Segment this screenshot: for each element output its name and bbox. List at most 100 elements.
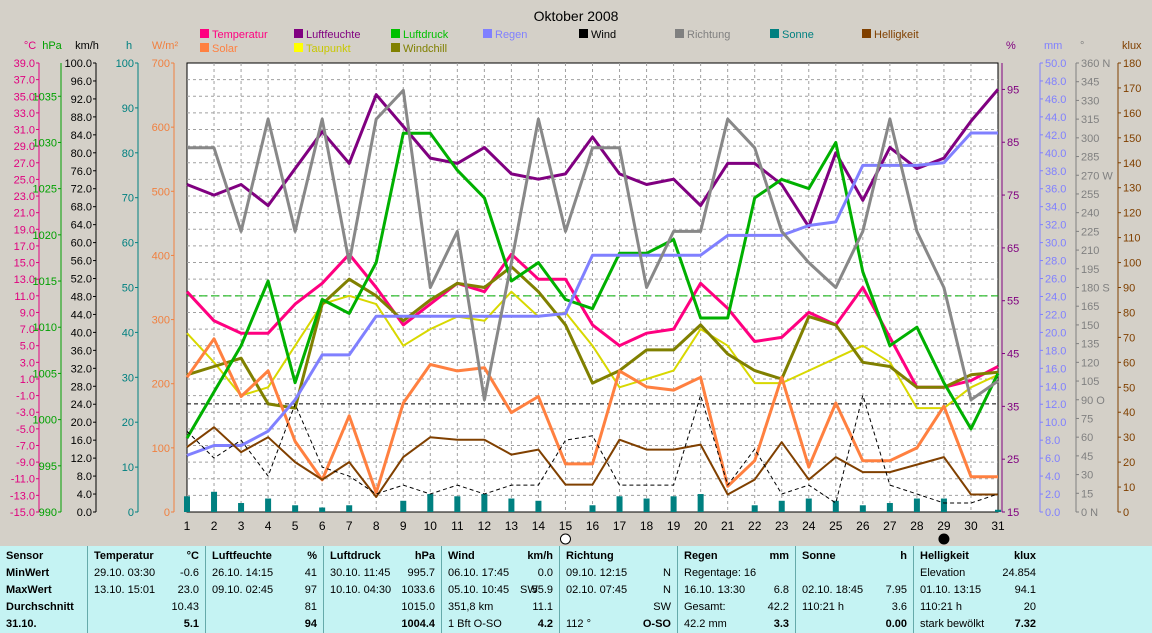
axis-tick-label-left: 60 — [122, 238, 134, 250]
wind-max-direction: SW — [520, 584, 538, 596]
x-tick-label: 15 — [559, 519, 573, 533]
sonne-header: Sonne — [802, 550, 836, 562]
axis-tick-label-right: 0 — [1123, 507, 1129, 519]
wind-header: Wind — [448, 550, 475, 562]
legend-label-wind: Wind — [591, 29, 616, 41]
axis-tick-label-right: 34.0 — [1045, 202, 1066, 214]
axis-tick-label-right: 330 — [1081, 95, 1099, 107]
axis-tick-label-left: -7.0 — [16, 440, 35, 452]
axis-tick-label-left: 11.0 — [14, 291, 35, 303]
axis-tick-label-left: 72.0 — [71, 184, 92, 196]
axis-tick-label-left: 1010 — [33, 322, 57, 334]
axis-tick-label-left: 1005 — [33, 368, 57, 380]
axis-tick-label-right: 105 — [1081, 376, 1099, 388]
regen-max-time: 16.10. 13:30 — [684, 584, 746, 596]
stats-regen-column: Regen mm Regentage: 16 16.10. 13:30 6.8 Ge… — [678, 546, 796, 633]
axis-tick-label-left: 80.0 — [71, 148, 92, 160]
axis-tick-label-right: 45 — [1007, 349, 1019, 361]
stats-luftfeuchte-column: Luftfeuchte% 26.10. 14:15 41 09.10. 02:45… — [206, 546, 324, 633]
series-line-helligkeit — [186, 426, 998, 498]
axis-tick-label-left: 29.0 — [14, 141, 35, 153]
axis-tick-label-left: 3.0 — [20, 357, 35, 369]
x-tick-label: 28 — [910, 519, 924, 533]
axis-tick-label-right: 10 — [1123, 482, 1135, 494]
axis-tick-label-right: 14.0 — [1045, 381, 1066, 393]
axis-tick-label-right: 0.0 — [1045, 507, 1060, 519]
sonne-bar — [751, 505, 758, 512]
chart-svg: Oktober 2008 Temperatur Solar Luftfeuchte Ta… — [10, 8, 1142, 545]
axis-tick-label-right: 46.0 — [1045, 94, 1066, 106]
axis-tick-label-left: 44.0 — [71, 309, 92, 321]
axis-tick-label-right: 225 — [1081, 226, 1099, 238]
axis-tick-label-right: 32.0 — [1045, 220, 1066, 232]
x-tick-label: 26 — [856, 519, 870, 533]
axis-tick-label-right: 75 — [1081, 413, 1093, 425]
axis-tick-label-right: 42.0 — [1045, 130, 1066, 142]
luftdruck-min-time: 30.10. 11:45 — [330, 567, 391, 579]
row-label-min: MinWert — [6, 567, 50, 579]
regen-gesamt-label: Gesamt: — [684, 601, 726, 613]
sonne-bar — [184, 496, 190, 512]
axis-tick-label-right: 180 S — [1081, 283, 1110, 295]
axis-tick-label-left: 995 — [39, 461, 57, 473]
axis-tick-label-left: 60.0 — [71, 238, 92, 250]
x-tick-label: 1 — [184, 519, 191, 533]
luftfeuchte-min: 41 — [304, 567, 317, 579]
sonne-avg: 3.6 — [891, 601, 907, 613]
legend-label-windchill: Windchill — [403, 43, 447, 55]
x-tick-label: 10 — [424, 519, 438, 533]
axis-tick-label-left: 37.0 — [14, 75, 35, 87]
wind-today: 4.2 — [537, 618, 553, 630]
sonne-bar — [778, 500, 785, 512]
legend-swatch-temperatur — [200, 29, 209, 38]
axis-tick-label-right: 100 — [1123, 258, 1141, 270]
axis-tick-label-left: 1025 — [33, 184, 57, 196]
axis-tick-label-left: 20.0 — [71, 417, 92, 429]
axis-tick-label-right: 26.0 — [1045, 274, 1066, 286]
wind-min-time: 06.10. 17:45 — [448, 567, 510, 579]
axis-tick-label-left: 92.0 — [71, 94, 92, 106]
axis-tick-label-right: 135 — [1081, 339, 1099, 351]
axis-tick-label-right: 70 — [1123, 332, 1135, 344]
axis-tick-label-left: 300 — [152, 315, 170, 327]
axis-tick-label-left: 100 — [152, 443, 170, 455]
series-line-wind — [186, 394, 999, 504]
legend-swatch-helligkeit — [862, 29, 871, 38]
luftfeuchte-header: Luftfeuchte — [212, 550, 272, 562]
luftfeuchte-max: 97 — [304, 584, 317, 596]
row-label-avg: Durchschnitt — [6, 601, 74, 613]
axis-tick-label-left: -15.0 — [10, 507, 35, 519]
axis-unit-left: km/h — [75, 40, 99, 52]
temperatur-header: Temperatur — [94, 550, 154, 562]
axis-tick-label-left: 30 — [122, 372, 134, 384]
axis-tick-label-left: 48.0 — [71, 291, 92, 303]
axis-tick-label-left: -11.0 — [11, 474, 35, 486]
axis-tick-label-left: 700 — [152, 58, 170, 70]
axis-tick-label-left: 10 — [122, 462, 134, 474]
luftdruck-unit: hPa — [414, 550, 435, 562]
sonne-bar — [211, 491, 218, 512]
sonne-bar — [265, 498, 272, 512]
axis-tick-label-right: 20.0 — [1045, 327, 1066, 339]
stats-luftdruck-column: Luftdruck hPa 30.10. 11:45 995.7 10.10. 04… — [324, 546, 442, 633]
axis-tick-label-right: 16.0 — [1045, 363, 1066, 375]
sonne-bar — [481, 494, 488, 512]
axis-tick-label-right: 120 — [1081, 357, 1099, 369]
axis-tick-label-right: 110 — [1123, 233, 1141, 245]
axis-tick-label-right: 18.0 — [1045, 345, 1066, 357]
axis-tick-label-right: 65 — [1007, 243, 1019, 255]
stats-sonne-column: Sonne h 02.10. 18:45 7.95 110:21 h 3.6 0.00 — [796, 546, 914, 633]
series-line-luftfeuchte — [186, 88, 1000, 229]
axis-tick-label-right: 270 W — [1081, 170, 1113, 182]
x-tick-label: 31 — [991, 519, 1005, 533]
x-tick-label: 25 — [829, 519, 843, 533]
axis-tick-label-left: -1.0 — [16, 391, 35, 403]
legend-label-richtung: Richtung — [687, 29, 730, 41]
statistics-table: Sensor MinWert MaxWert Durchschnitt 31.1… — [0, 546, 1152, 633]
regen-today: 3.3 — [773, 618, 789, 630]
luftfeuchte-max-time: 09.10. 02:45 — [212, 584, 274, 596]
axis-tick-label-right: 160 — [1123, 108, 1141, 120]
axis-tick-label-left: 1.0 — [20, 374, 35, 386]
axis-tick-label-right: 12.0 — [1045, 399, 1066, 411]
sonne-bar — [886, 503, 893, 512]
